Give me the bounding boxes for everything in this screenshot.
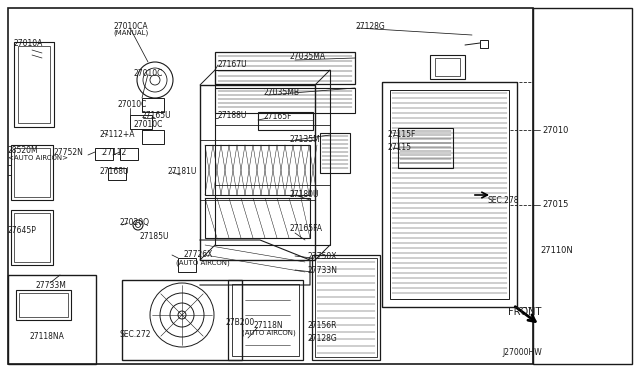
Bar: [205, 198, 310, 238]
Bar: [398, 128, 453, 168]
Bar: [8, 275, 96, 364]
Bar: [382, 82, 517, 307]
Text: 27118N: 27118N: [254, 321, 284, 330]
Text: 27188U: 27188U: [218, 111, 248, 120]
Text: 27115F: 27115F: [388, 130, 417, 139]
Text: 27181U: 27181U: [168, 167, 197, 176]
Bar: [19, 293, 68, 317]
Text: 27752N: 27752N: [54, 148, 84, 157]
Bar: [215, 88, 355, 113]
Circle shape: [136, 222, 141, 228]
Bar: [430, 55, 465, 79]
Bar: [11, 145, 53, 200]
Bar: [108, 168, 126, 180]
Text: 27128G: 27128G: [355, 22, 385, 31]
Text: 27733M: 27733M: [35, 281, 66, 290]
Text: 27156R: 27156R: [308, 321, 337, 330]
Text: 27015: 27015: [542, 200, 568, 209]
Text: <AUTO AIRCON>: <AUTO AIRCON>: [8, 155, 68, 161]
Bar: [178, 258, 196, 272]
Bar: [232, 284, 299, 356]
Text: 27118NA: 27118NA: [30, 332, 65, 341]
Text: 27733N: 27733N: [308, 266, 338, 275]
Bar: [200, 85, 315, 260]
Text: 28520M: 28520M: [8, 146, 38, 155]
Text: 27035MA: 27035MA: [290, 52, 326, 61]
Bar: [11, 210, 53, 265]
Bar: [320, 133, 350, 173]
Text: 27180U: 27180U: [290, 190, 319, 199]
Text: 27645P: 27645P: [8, 226, 37, 235]
Bar: [142, 130, 164, 144]
Text: (MANUAL): (MANUAL): [113, 30, 148, 36]
Bar: [18, 46, 50, 123]
Bar: [205, 145, 310, 195]
Text: 27168U: 27168U: [100, 167, 129, 176]
Bar: [315, 258, 377, 357]
Bar: [14, 213, 50, 262]
Text: 27165FA: 27165FA: [290, 224, 323, 233]
Bar: [390, 90, 509, 299]
Bar: [228, 280, 303, 360]
Bar: [14, 42, 54, 127]
Bar: [8, 8, 533, 364]
Text: 27B200: 27B200: [225, 318, 254, 327]
Text: 27165U: 27165U: [141, 111, 171, 120]
Text: (AUTO AIRCON): (AUTO AIRCON): [242, 330, 296, 337]
Text: .27112: .27112: [100, 148, 126, 157]
Bar: [16, 290, 71, 320]
Bar: [130, 115, 152, 129]
Bar: [258, 112, 313, 130]
Bar: [14, 148, 50, 197]
Text: SEC.272: SEC.272: [120, 330, 152, 339]
Bar: [312, 255, 380, 360]
Bar: [120, 148, 138, 160]
Bar: [533, 8, 632, 364]
Text: 27010C: 27010C: [133, 69, 163, 78]
Text: 27010C: 27010C: [118, 100, 147, 109]
Text: 27726X: 27726X: [183, 250, 212, 259]
Text: 27750X: 27750X: [308, 252, 337, 261]
Text: 27010C: 27010C: [133, 120, 163, 129]
Text: 27110N: 27110N: [540, 246, 573, 255]
Text: 27128G: 27128G: [308, 334, 338, 343]
Text: 27165F: 27165F: [264, 112, 292, 121]
Bar: [122, 280, 242, 360]
Text: 27167U: 27167U: [218, 60, 248, 69]
Text: SEC.278: SEC.278: [487, 196, 518, 205]
Text: J27000HW: J27000HW: [502, 348, 541, 357]
Bar: [480, 40, 488, 48]
Bar: [215, 70, 330, 245]
Bar: [95, 148, 113, 160]
Text: 27112+A: 27112+A: [100, 130, 136, 139]
Text: 27035MB: 27035MB: [264, 88, 300, 97]
Text: 27020Q: 27020Q: [120, 218, 150, 227]
Text: 27010: 27010: [542, 126, 568, 135]
Text: FRONT: FRONT: [508, 307, 541, 317]
Text: 27135M: 27135M: [290, 135, 321, 144]
Text: (AUTO AIRCON): (AUTO AIRCON): [176, 259, 230, 266]
Text: 27185U: 27185U: [140, 232, 170, 241]
Text: 27115: 27115: [388, 143, 412, 152]
Bar: [142, 98, 164, 112]
Bar: [215, 52, 355, 84]
Bar: [435, 58, 460, 76]
Text: 27010CA: 27010CA: [113, 22, 148, 31]
Text: 27010A: 27010A: [14, 39, 44, 48]
